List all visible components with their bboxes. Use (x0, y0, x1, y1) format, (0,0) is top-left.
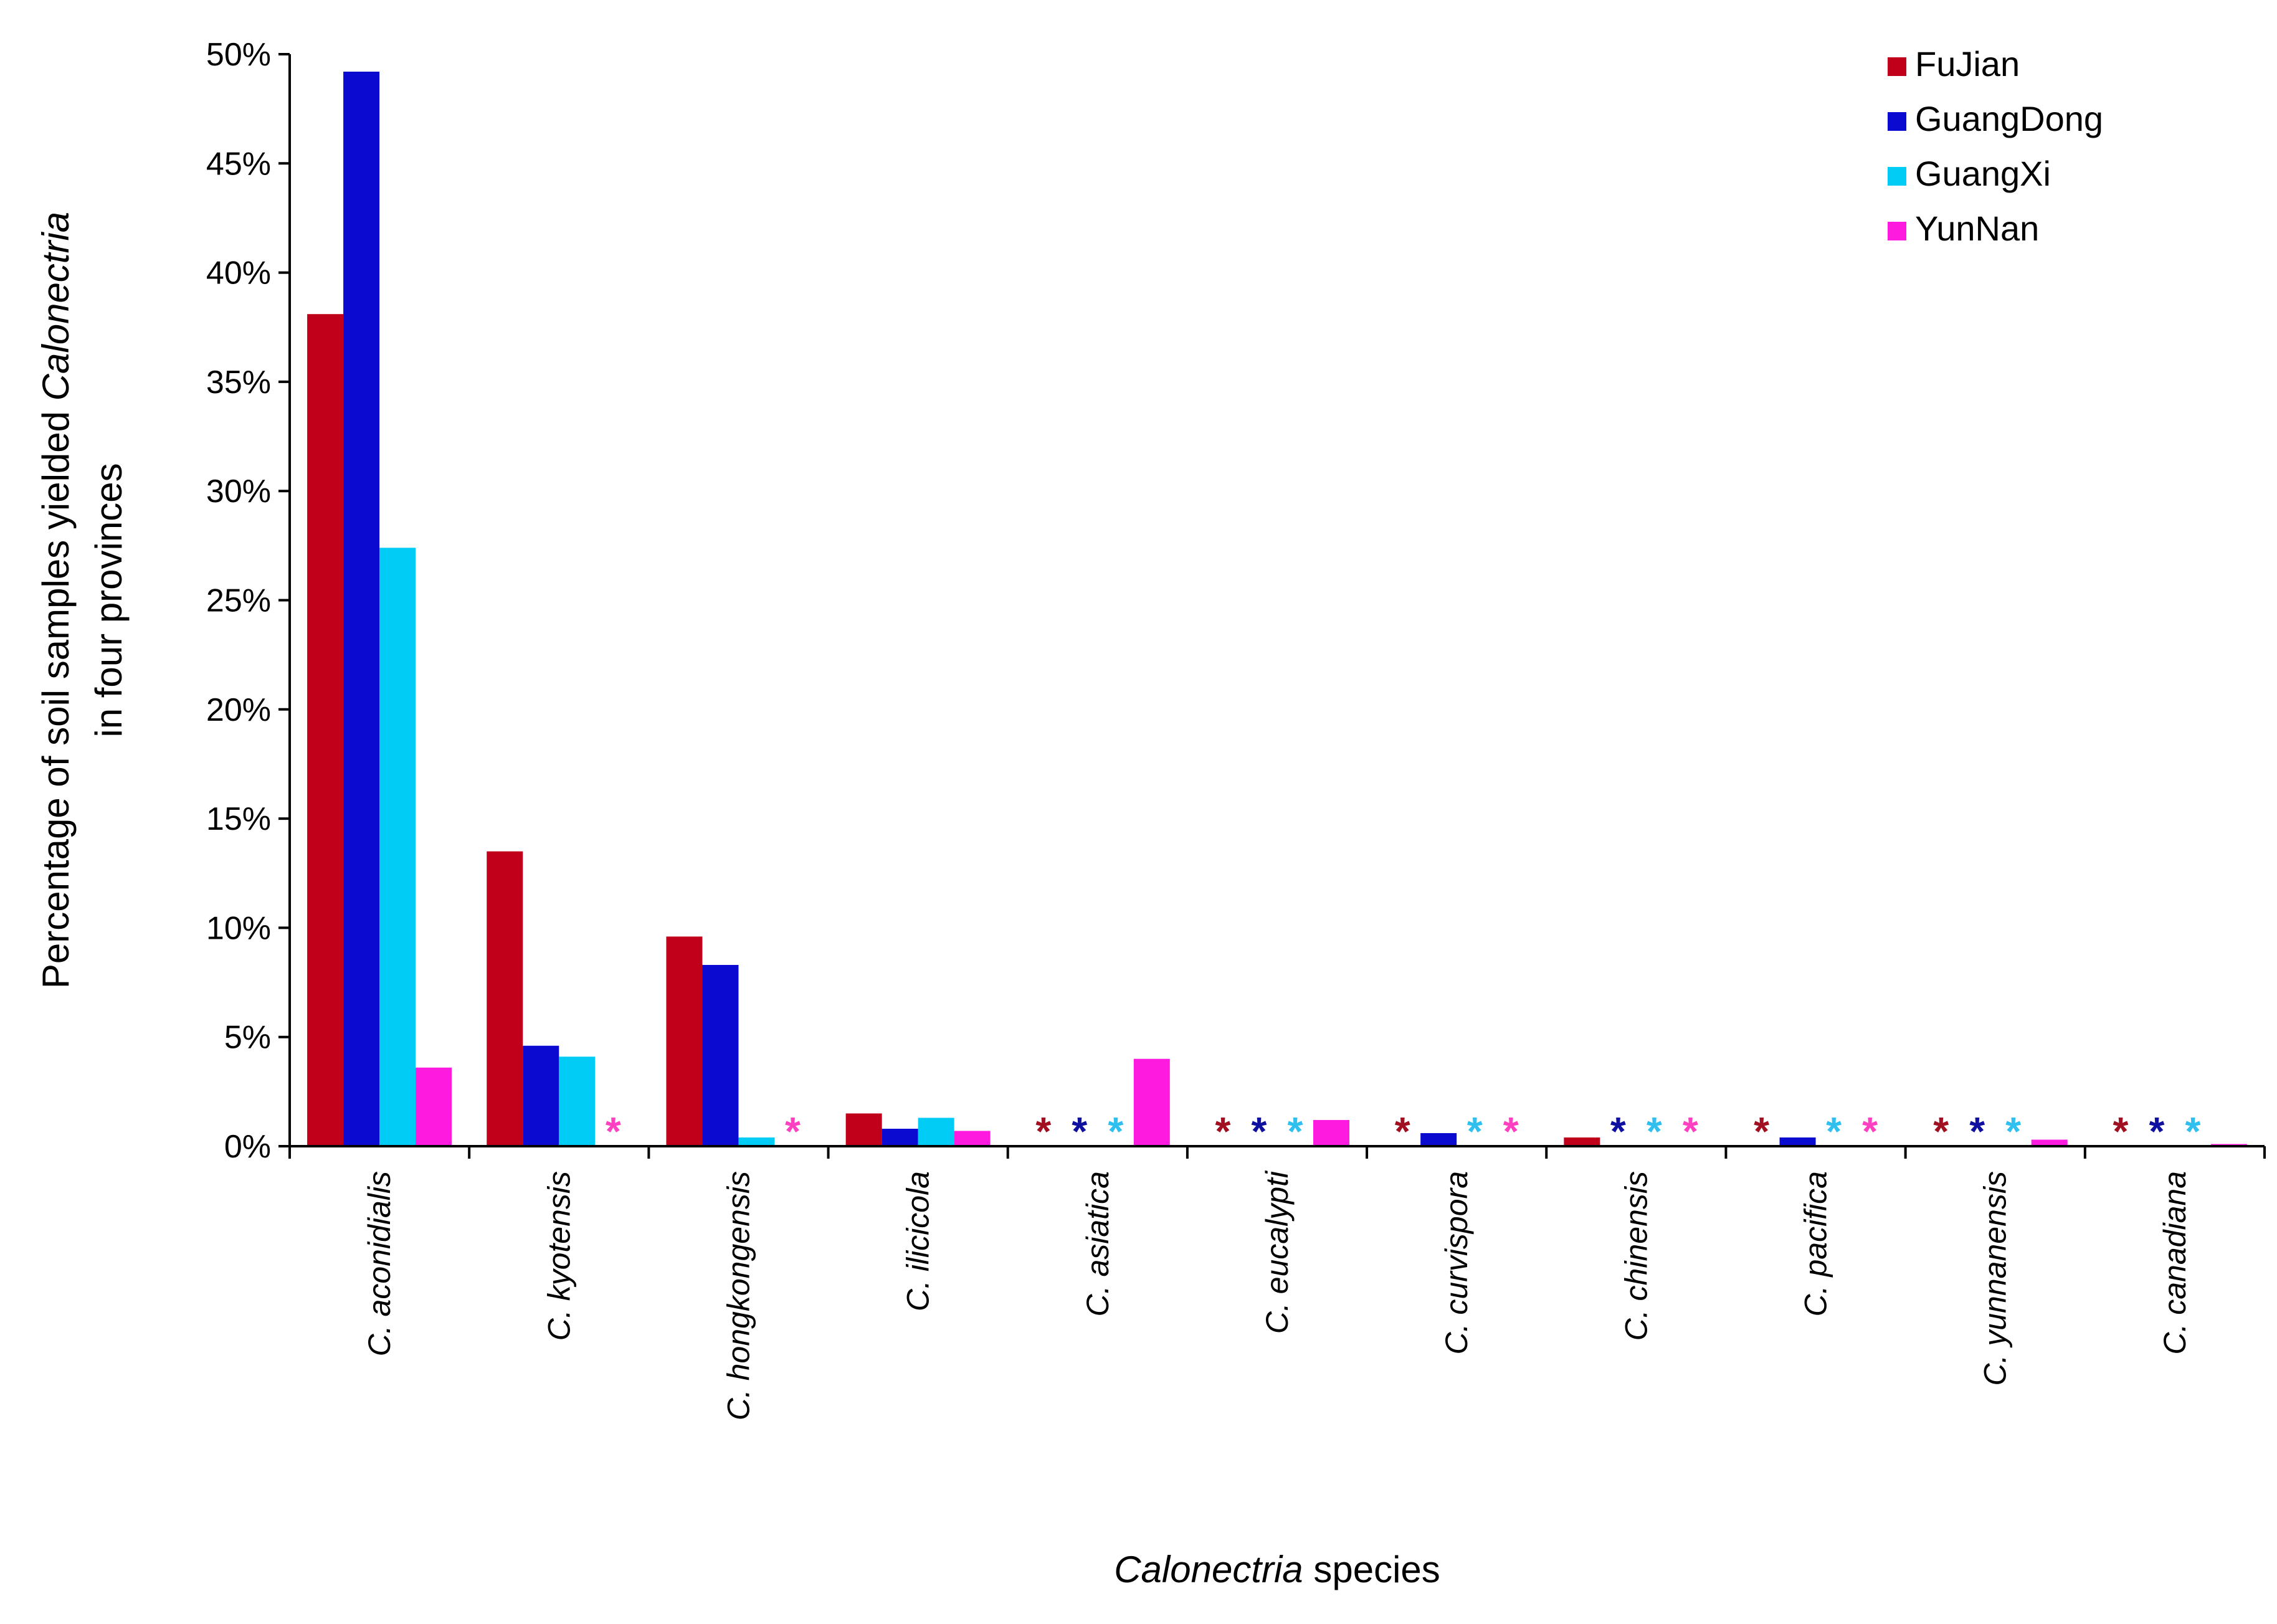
y-tick-label-20: 20% (206, 692, 271, 728)
legend-label-yunnan: YunNan (1915, 209, 2039, 248)
bar-c-aconidialis-guangdong: GuangDong · C. aconidialis: 49.2% (343, 72, 380, 1147)
bar-c-kyotensis-guangxi: GuangXi · C. kyotensis: 4.1% (559, 1057, 596, 1146)
x-category-label-c-eucalypti: C. eucalypti (1260, 1170, 1295, 1334)
legend-swatch-fujian (1888, 57, 1906, 76)
x-category-label-c-asiatica: C. asiatica (1080, 1171, 1115, 1316)
y-axis-title-line-2: in four provinces (88, 463, 130, 737)
x-category-label-c-yunnanensis: C. yunnanensis (1978, 1171, 2013, 1386)
bar-c-eucalypti-yunnan: YunNan · C. eucalypti: 1.2% (1313, 1119, 1349, 1146)
y-tick-label-5: 5% (224, 1020, 271, 1056)
y-tick-label-30: 30% (206, 473, 271, 510)
axes-layer: 0% 5% 10% 15% 20% 25% 30% 35% 40% 45% 50% C. aconid… (206, 37, 2266, 1420)
y-tick-label-25: 25% (206, 583, 271, 619)
bar-c-kyotensis-guangdong: GuangDong · C. kyotensis: 4.6% (523, 1045, 559, 1146)
legend-label-guangdong: GuangDong (1915, 99, 2103, 138)
legend-swatch-guangxi (1888, 167, 1906, 186)
bar-c-yunnanensis-yunnan: YunNan · C. yunnanensis: 0.3% (2031, 1139, 2068, 1146)
bar-c-pacifica-guangdong: GuangDong · C. pacifica: 0.4% (1779, 1137, 1816, 1146)
bar-c-hongkongensis-fujian: FuJian · C. hongkongensis: 9.6% (666, 936, 703, 1146)
bar-c-asiatica-yunnan: YunNan · C. asiatica: 4% (1133, 1058, 1170, 1146)
bar-c-aconidialis-fujian: FuJian · C. aconidialis: 38.1% (307, 314, 344, 1146)
bar-c-ilicicola-fujian: FuJian · C. ilicicola: 1.5% (845, 1113, 882, 1146)
legend-swatch-yunnan (1888, 222, 1906, 240)
y-tick-label-35: 35% (206, 364, 271, 401)
bar-c-curvispora-guangdong: GuangDong · C. curvispora: 0.6% (1420, 1133, 1457, 1146)
x-category-label-c-ilicicola: C. ilicicola (901, 1171, 936, 1311)
axis-titles: Calonectria species Percentage of soil sa… (35, 212, 1440, 1590)
bar-c-ilicicola-yunnan: YunNan · C. ilicicola: 0.7% (954, 1131, 991, 1146)
y-tick-label-15: 15% (206, 801, 271, 837)
bars-layer: FuJian · C. aconidialis: 38.1%GuangDong … (307, 72, 2247, 1147)
x-category-label-c-curvispora: C. curvispora (1439, 1171, 1474, 1355)
y-tick-label-0: 0% (224, 1129, 271, 1165)
bar-c-hongkongensis-guangxi: GuangXi · C. hongkongensis: 0.4% (738, 1137, 775, 1146)
y-tick-label-45: 45% (206, 146, 271, 182)
legend-label-guangxi: GuangXi (1915, 154, 2051, 193)
x-category-label-c-canadiana: C. canadiana (2157, 1171, 2192, 1355)
legend-label-fujian: FuJian (1915, 44, 2020, 83)
bar-c-hongkongensis-guangdong: GuangDong · C. hongkongensis: 8.3% (702, 965, 739, 1146)
legend: FuJian GuangDong GuangXi YunNan (1888, 44, 2103, 248)
x-category-label-c-kyotensis: C. kyotensis (541, 1171, 576, 1341)
x-category-label-c-pacifica: C. pacifica (1799, 1171, 1833, 1316)
y-tick-label-40: 40% (206, 255, 271, 292)
bar-c-kyotensis-fujian: FuJian · C. kyotensis: 13.5% (487, 851, 523, 1146)
bar-c-ilicicola-guangxi: GuangXi · C. ilicicola: 1.3% (918, 1118, 954, 1146)
x-axis-title: Calonectria species (1114, 1549, 1440, 1590)
x-category-label-c-aconidialis: C. aconidialis (362, 1171, 397, 1356)
bar-c-ilicicola-guangdong: GuangDong · C. ilicicola: 0.8% (882, 1128, 918, 1146)
legend-swatch-guangdong (1888, 112, 1906, 131)
y-tick-label-50: 50% (206, 37, 271, 73)
x-category-label-c-chinensis: C. chinensis (1619, 1171, 1653, 1341)
bar-c-chinensis-fujian: FuJian · C. chinensis: 0.4% (1564, 1137, 1600, 1146)
bar-c-aconidialis-guangxi: GuangXi · C. aconidialis: 27.4% (379, 548, 416, 1146)
y-axis-title-line-1: Percentage of soil samples yielded Calon… (35, 212, 77, 989)
bar-c-aconidialis-yunnan: YunNan · C. aconidialis: 3.6% (416, 1067, 452, 1146)
y-tick-label-10: 10% (206, 910, 271, 946)
x-category-label-c-hongkongensis: C. hongkongensis (721, 1171, 756, 1420)
